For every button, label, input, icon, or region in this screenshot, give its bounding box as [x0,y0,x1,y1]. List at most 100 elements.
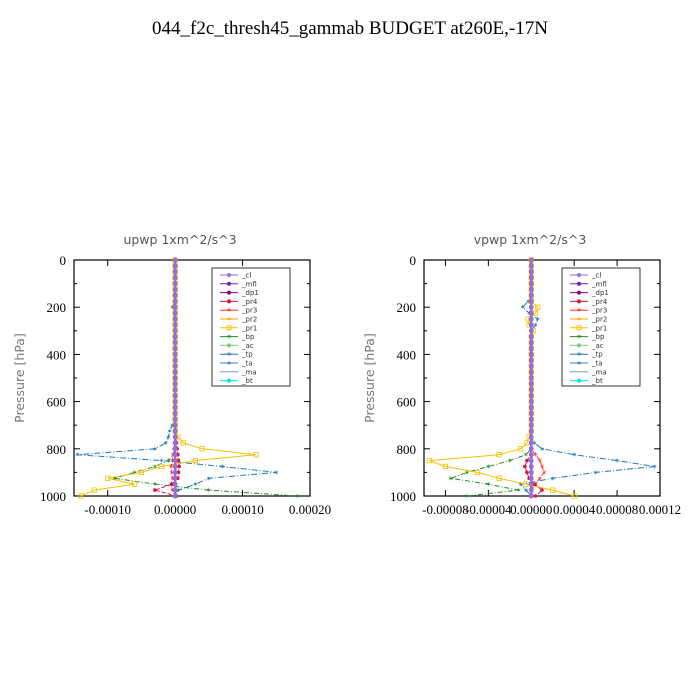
data-point: ✶ [159,457,165,465]
legend-item-bp: ✶ _bp [570,333,605,341]
x-tick-label: 0.00012 [639,502,681,517]
data-point: ✶ [614,457,620,465]
data-point: ✶ [132,469,138,477]
data-point [528,358,534,363]
legend-label: _bp [591,333,605,341]
data-point: ✶ [206,487,212,495]
y-tick-label: 0 [410,253,417,268]
series-line [429,260,575,497]
legend-item-tp: ✶ _tp [570,351,603,359]
data-point [533,494,538,498]
data-point: ✶ [537,457,543,465]
data-point [528,346,534,351]
data-point [442,463,449,470]
y-tick-label: 0 [60,253,67,268]
data-point [253,452,259,458]
legend-box [211,267,291,387]
data-point [528,481,534,487]
data-point: ✶ [550,475,556,483]
series-line [448,260,532,497]
legend-label: _ac [241,342,254,350]
data-point [540,488,544,492]
legend-marker [577,290,581,295]
data-point [172,487,178,493]
x-tick-label: 0.00000 [154,502,196,517]
y-tick-label: 800 [47,442,67,457]
data-point: ✶ [515,487,521,495]
data-point [528,257,534,263]
x-tick-label: 0.00020 [289,502,331,517]
data-point: ✶ [485,463,491,471]
data-point [496,475,502,481]
data-point [172,269,178,275]
data-point [528,275,534,281]
data-point [172,411,178,416]
data-point: ✶ [541,469,547,477]
data-point [138,469,145,476]
y-axis-label: Pressure [hPa] [362,333,377,423]
legend-marker: ✶ [576,316,582,324]
data-point: ✶ [571,451,577,459]
legend-item-pr4: _pr4 [220,298,258,306]
data-point: ✶ [152,481,158,489]
y-tick-label: 600 [397,395,417,410]
data-point [199,446,205,452]
data-point [528,470,534,475]
panel-1: upwp 1xm^2/s^3 Pressure [hPa] 0 200 400 600 80… [12,232,331,517]
data-point [528,387,534,393]
data-point [528,440,534,446]
data-point: ✶ [165,457,171,465]
data-point [172,481,178,487]
x-tick-label: 0.00010 [221,502,263,517]
legend-marker: ✶ [226,316,232,324]
legend-item-pr2: ✶ _pr2 [220,316,257,324]
data-point: ✶ [219,463,225,471]
data-point [528,334,534,340]
data-point [528,328,534,334]
legend-marker [227,343,231,348]
x-tick-label: -0.00004 [465,502,512,517]
legend-label: _pr4 [591,298,608,306]
data-point [172,328,178,334]
data-point [172,304,178,310]
data-point [172,387,178,393]
data-point [172,493,178,499]
data-point [180,440,186,446]
legend-marker [577,378,581,383]
data-point [532,482,537,487]
data-point: ✶ [167,428,173,436]
legend: _cl_mfl_dp1_pr4 ✶ _pr3 ✶ _pr2_pr1 ✶ _bp_ac ✶ _tp… [211,267,291,387]
data-point [528,287,534,292]
data-point [571,493,577,499]
legend-item-ta: ✶ _ta [220,360,253,368]
legend-label: _dp1 [591,289,609,297]
data-point [528,369,534,375]
legend-marker [227,290,231,295]
panel-title: upwp 1xm^2/s^3 [123,232,236,247]
legend-item-bt: _bt [570,377,603,385]
data-point: ✶ [273,469,279,477]
legend-label: _tp [241,351,253,359]
legend-label: _dp1 [241,289,259,297]
legend-marker [577,343,581,348]
legend-item-pr3: ✶ _pr3 [570,307,607,315]
data-point [172,281,178,286]
legend-marker [227,378,231,383]
data-point [78,493,84,499]
data-point [528,428,534,434]
data-point: ✶ [525,298,531,306]
legend-item-mfl: _mfl [570,280,607,288]
legend-marker [227,281,231,286]
data-point [172,470,178,475]
legend-marker: ✶ [226,351,232,359]
data-point [528,375,534,381]
data-point [528,381,534,387]
legend-marker: ✶ [226,333,232,341]
data-point: ✶ [168,463,174,471]
data-point: ✶ [206,475,212,483]
data-point [172,340,178,345]
data-point [172,334,178,340]
legend-marker [577,281,581,286]
data-point [528,446,534,452]
